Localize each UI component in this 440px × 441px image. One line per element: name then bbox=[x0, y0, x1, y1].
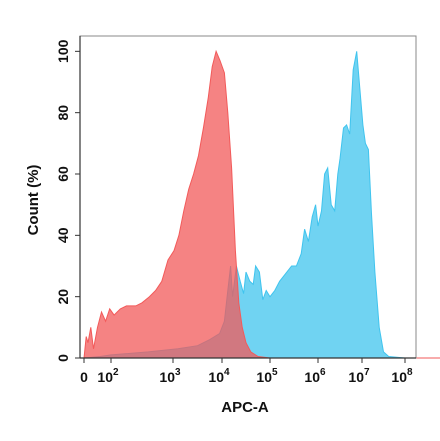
y-tick-label: 0 bbox=[55, 354, 71, 362]
x-tick-label: 103 bbox=[159, 367, 181, 385]
y-axis-ticks: 0 20 40 60 80 100 bbox=[55, 39, 80, 362]
x-tick-label: 102 bbox=[97, 367, 119, 385]
y-tick-label: 80 bbox=[55, 105, 71, 121]
y-tick-label: 60 bbox=[55, 166, 71, 182]
plot-areas bbox=[83, 49, 440, 359]
x-tick-label: 108 bbox=[391, 367, 413, 385]
x-tick-label: 106 bbox=[304, 367, 326, 385]
x-tick-label: 104 bbox=[208, 367, 230, 385]
y-tick-label: 100 bbox=[55, 39, 71, 63]
histogram-series-2 bbox=[83, 49, 440, 359]
y-axis-title: Count (%) bbox=[25, 165, 42, 236]
x-tick-label: 107 bbox=[348, 367, 370, 385]
x-tick-label: 0 bbox=[80, 369, 88, 385]
y-tick-label: 40 bbox=[55, 227, 71, 243]
x-axis-ticks: 0 102 103 104 105 106 107 108 bbox=[80, 358, 413, 385]
x-tick-label: 105 bbox=[256, 367, 278, 385]
x-axis-title: APC-A bbox=[221, 399, 269, 416]
y-tick-label: 20 bbox=[55, 289, 71, 305]
